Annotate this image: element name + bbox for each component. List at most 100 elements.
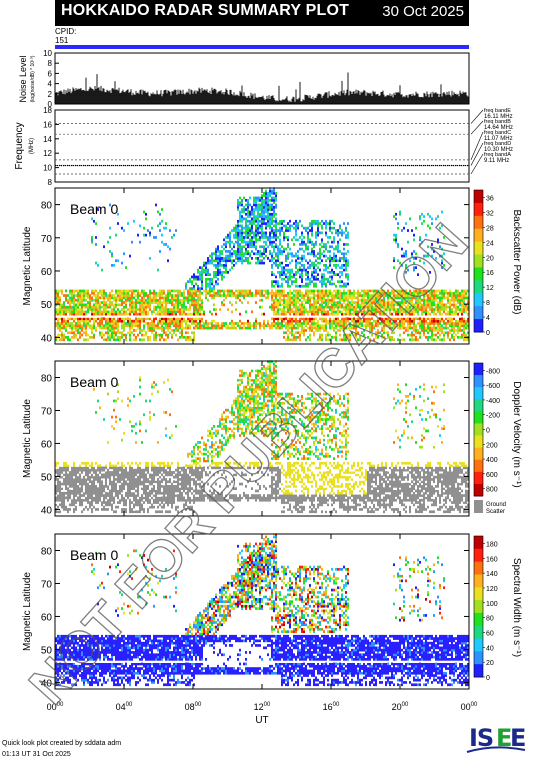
- heatmap-cell: [303, 329, 305, 332]
- heatmap-cell: [259, 245, 261, 249]
- heatmap-cell: [97, 301, 99, 304]
- heatmap-cell: [161, 312, 163, 316]
- heatmap-cell: [275, 264, 277, 267]
- heatmap-cell: [179, 312, 181, 316]
- heatmap-cell: [393, 303, 395, 307]
- heatmap-cell: [209, 282, 211, 286]
- heatmap-cell: [233, 294, 235, 297]
- heatmap-cell: [289, 310, 291, 314]
- heatmap-cell: [323, 222, 325, 225]
- heatmap-cell: [419, 319, 421, 323]
- heatmap-cell: [431, 296, 433, 300]
- heatmap-cell: [75, 480, 77, 484]
- heatmap-cell: [219, 294, 221, 297]
- heatmap-cell: [77, 478, 79, 481]
- colorbar-tick-label: 28: [486, 225, 494, 232]
- heatmap-cell: [109, 310, 111, 314]
- heatmap-cell: [77, 498, 79, 502]
- heatmap-cell: [389, 305, 391, 309]
- heatmap-cell: [243, 326, 245, 330]
- heatmap-cell: [169, 310, 171, 314]
- heatmap-cell: [439, 338, 441, 342]
- heatmap-cell: [431, 308, 433, 311]
- heatmap-cell: [281, 261, 283, 265]
- heatmap-cell: [117, 308, 119, 311]
- heatmap-cell: [303, 250, 305, 253]
- frequency-band-label: freq bandD: [484, 141, 511, 147]
- heatmap-cell: [305, 324, 307, 328]
- heatmap-cell: [277, 305, 279, 309]
- heatmap-cell: [159, 301, 161, 304]
- heatmap-cell: [121, 319, 123, 323]
- heatmap-cell: [463, 310, 465, 314]
- heatmap-cell: [243, 236, 245, 239]
- heatmap-cell: [71, 482, 73, 486]
- frequency-point: [61, 164, 63, 167]
- heatmap-cell: [265, 215, 267, 218]
- heatmap-cell: [103, 310, 105, 314]
- heatmap-cell: [383, 319, 385, 323]
- heatmap-cell: [227, 240, 229, 244]
- heatmap-cell: [343, 291, 345, 295]
- heatmap-cell: [413, 266, 415, 269]
- heatmap-cell: [61, 308, 63, 311]
- heatmap-cell: [69, 508, 71, 511]
- heatmap-cell: [361, 319, 363, 323]
- heatmap-cell: [59, 303, 61, 307]
- heatmap-cell: [255, 217, 257, 221]
- heatmap-cell: [305, 284, 307, 288]
- heatmap-cell: [403, 319, 405, 323]
- heatmap-cell: [279, 222, 281, 225]
- heatmap-cell: [79, 480, 81, 484]
- heatmap-cell: [247, 224, 249, 228]
- heatmap-cell: [195, 310, 197, 314]
- heatmap-cell: [213, 294, 215, 297]
- heatmap-cell: [75, 468, 77, 472]
- heatmap-cell: [71, 501, 73, 504]
- frequency-point: [409, 164, 411, 167]
- heatmap-cell: [411, 312, 413, 316]
- heatmap-cell: [225, 289, 227, 293]
- heatmap-cell: [357, 305, 359, 309]
- heatmap-cell: [171, 312, 173, 316]
- heatmap-cell: [283, 219, 285, 223]
- heatmap-cell: [239, 289, 241, 293]
- heatmap-cell: [459, 315, 461, 318]
- heatmap-cell: [333, 226, 335, 230]
- heatmap-cell: [247, 208, 249, 211]
- heatmap-cell: [133, 324, 135, 328]
- heatmap-cell: [101, 331, 103, 335]
- heatmap-cell: [301, 259, 303, 263]
- heatmap-cell: [297, 310, 299, 314]
- heatmap-cell: [323, 329, 325, 332]
- heatmap-cell: [311, 308, 313, 311]
- heatmap-cell: [293, 317, 295, 321]
- heatmap-cell: [297, 291, 299, 295]
- heatmap-cell: [307, 319, 309, 323]
- heatmap-cell: [421, 317, 423, 321]
- heatmap-cell: [453, 310, 455, 314]
- heatmap-cell: [345, 296, 347, 300]
- heatmap-cell: [417, 298, 419, 302]
- heatmap-cell: [131, 319, 133, 323]
- heatmap-cell: [307, 275, 309, 279]
- heatmap-cell: [295, 231, 297, 235]
- heatmap-cell: [413, 268, 415, 272]
- heatmap-cell: [129, 305, 131, 309]
- heatmap-cell: [189, 336, 191, 339]
- heatmap-cell: [167, 298, 169, 302]
- heatmap-cell: [381, 315, 383, 318]
- heatmap-cell: [157, 224, 159, 228]
- heatmap-cell: [89, 308, 91, 311]
- heatmap-cell: [325, 226, 327, 230]
- heatmap-cell: [167, 315, 169, 318]
- heatmap-cell: [299, 298, 301, 302]
- heatmap-cell: [261, 226, 263, 230]
- heatmap-cell: [265, 217, 267, 221]
- heatmap-cell: [397, 294, 399, 297]
- heatmap-cell: [183, 296, 185, 300]
- heatmap-cell: [295, 271, 297, 274]
- heatmap-cell: [315, 317, 317, 321]
- heatmap-cell: [323, 275, 325, 279]
- heatmap-cell: [445, 312, 447, 316]
